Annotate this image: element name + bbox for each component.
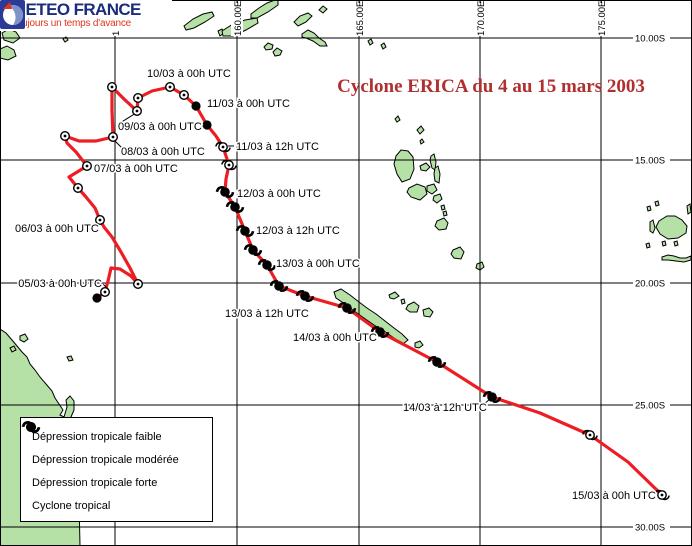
map-title: Cyclone ERICA du 4 au 15 mars 2003	[337, 76, 645, 97]
track-point-label: 15/03 à 00h UTC	[572, 490, 656, 502]
track-point-label: 10/03 à 00h UTC	[147, 68, 231, 80]
legend-label: Dépression tropicale modérée	[32, 453, 179, 466]
svg-text:160.00E: 160.00E	[233, 1, 244, 36]
track-point-label: 12/03 à 12h UTC	[256, 225, 340, 237]
svg-text:20.00S: 20.00S	[635, 279, 665, 290]
logo-brand: METEO FRANCE	[12, 0, 141, 19]
logo-text: METEO FRANCE Toujours un temps d'avance	[12, 1, 141, 29]
track-point-label: 11/03 à 12h UTC	[236, 141, 319, 153]
track-point-label: 05/03 à 00h UTC	[18, 278, 102, 290]
track-point-label: 14/03 à 00h UTC	[293, 332, 377, 344]
svg-text:175.00E: 175.00E	[597, 1, 608, 36]
legend-label: Cyclone tropical	[32, 499, 111, 512]
meteo-france-logo: METEO FRANCE Toujours un temps d'avance	[0, 0, 172, 31]
track-point-label: 13/03 à 00h UTC	[276, 258, 360, 270]
svg-text:10.00S: 10.00S	[635, 34, 665, 45]
legend-item-strong-depression: Dépression tropicale forte	[21, 421, 212, 494]
track-point-label: 09/03 à 00h UTC	[118, 121, 202, 133]
track-point-label: 06/03 à 00h UTC	[15, 223, 99, 235]
svg-text:30.00S: 30.00S	[635, 523, 665, 534]
svg-text:170.00E: 170.00E	[476, 1, 487, 36]
svg-text:15.00S: 15.00S	[635, 156, 665, 167]
tropical-cyclone-icon	[21, 421, 41, 433]
svg-text:25.00S: 25.00S	[635, 401, 665, 412]
legend-box: Dépression tropicale faible Dépression t…	[20, 417, 213, 522]
track-point-label: 13/03 à 12h UTC	[225, 308, 309, 320]
meteo-france-logo-icon	[0, 0, 25, 29]
track-point-label: 14/03 à 12h UTC	[403, 402, 487, 414]
legend-item-tropical-cyclone: Cyclone tropical	[21, 421, 212, 517]
track-point-label: 12/03 à 00h UTC	[237, 188, 321, 200]
legend-item-weak-depression: Dépression tropicale faible	[21, 421, 212, 448]
legend-item-moderate-depression: Dépression tropicale modérée	[21, 422, 212, 471]
track-point-label: 07/03 à 00h UTC	[94, 163, 178, 175]
legend-label: Dépression tropicale forte	[32, 476, 158, 489]
track-point-label: 08/03 à 00h UTC	[121, 146, 205, 158]
svg-text:165.00E: 165.00E	[355, 1, 366, 36]
logo-tagline: Toujours un temps d'avance	[12, 18, 132, 29]
track-point-label: 11/03 à 00h UTC	[207, 98, 290, 110]
legend-label: Dépression tropicale faible	[32, 430, 162, 443]
